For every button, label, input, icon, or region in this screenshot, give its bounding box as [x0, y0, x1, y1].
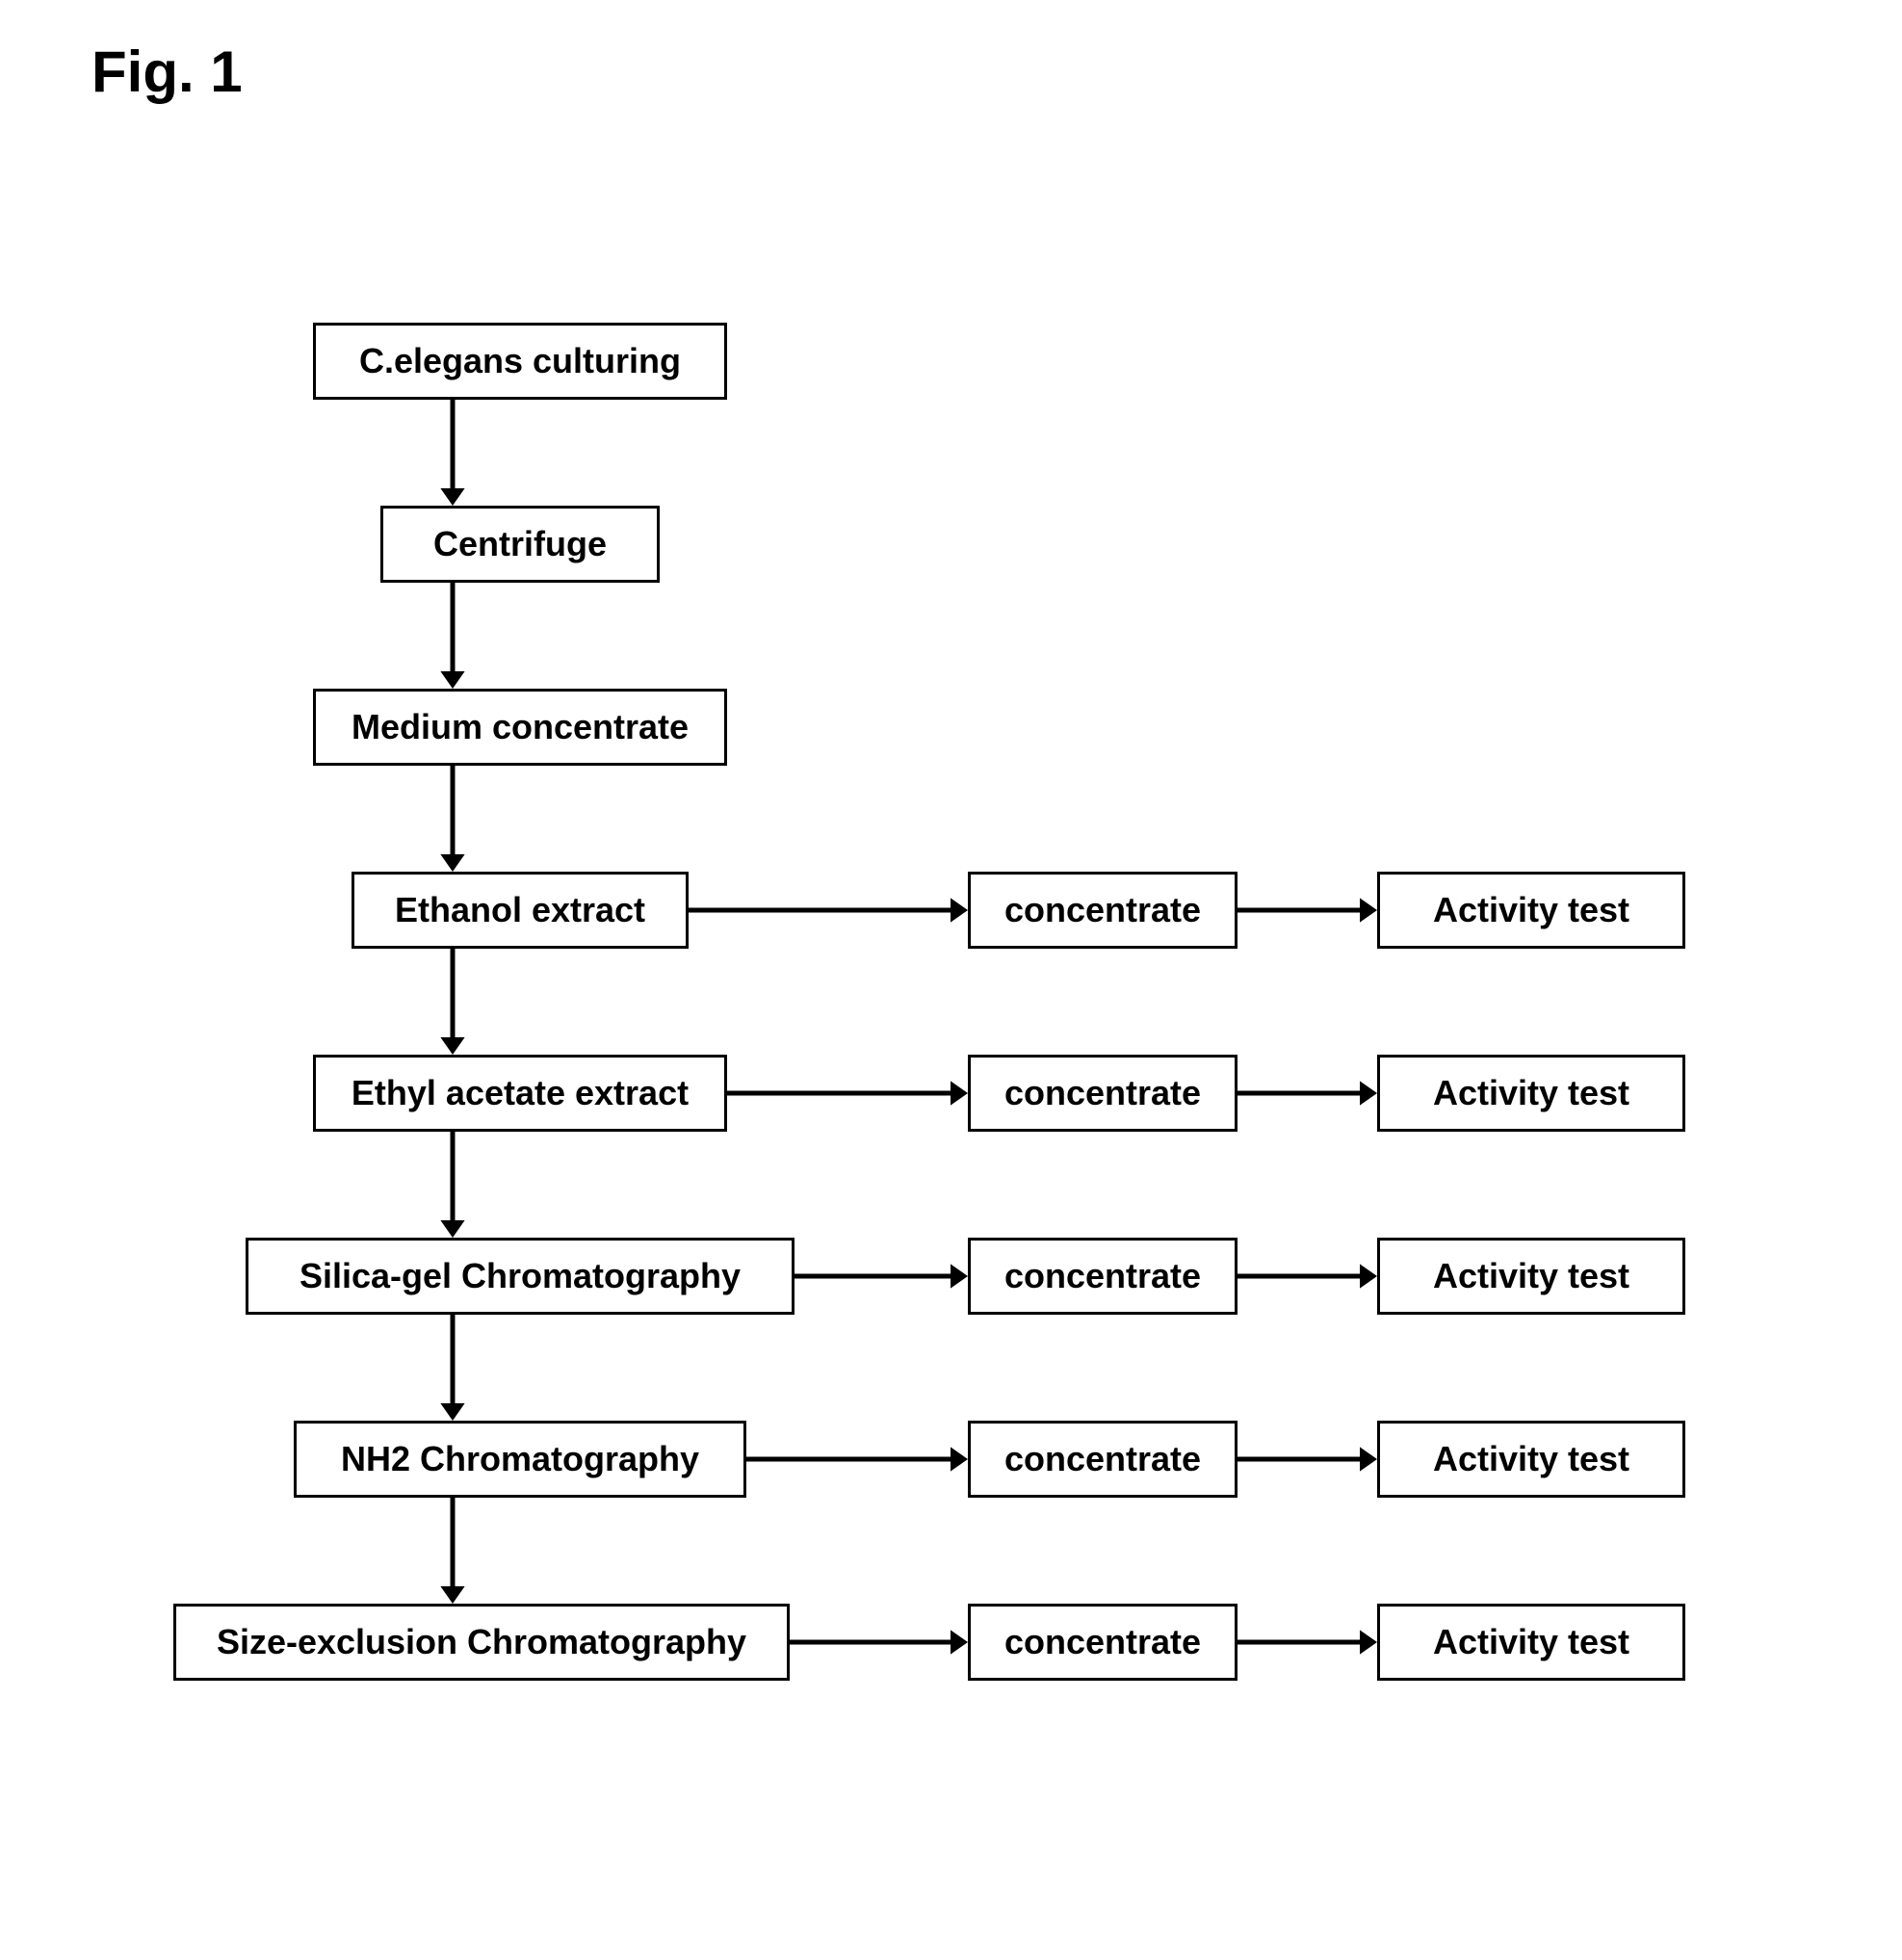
flow-node: C.elegans culturing — [313, 323, 727, 400]
flow-node: Silica-gel Chromatography — [246, 1238, 795, 1315]
flow-arrow — [660, 881, 997, 941]
flow-arrow — [698, 1064, 997, 1124]
flow-node: Activity test — [1377, 1238, 1685, 1315]
flow-node: Ethanol extract — [352, 872, 689, 949]
flow-node: Ethyl acetate extract — [313, 1055, 727, 1132]
flow-node: Centrifuge — [380, 506, 660, 583]
flow-node: concentrate — [968, 1604, 1238, 1681]
flow-node: NH2 Chromatography — [294, 1421, 746, 1498]
flow-arrow — [766, 1247, 997, 1307]
figure-page: Fig. 1 C.elegans culturing Centrifuge Medi… — [0, 0, 1902, 1960]
flow-node: concentrate — [968, 872, 1238, 949]
flow-arrow — [761, 1613, 997, 1673]
flow-node: Activity test — [1377, 872, 1685, 949]
flow-node: Size-exclusion Chromatography — [173, 1604, 790, 1681]
figure-label: Fig. 1 — [91, 39, 243, 105]
flow-node: concentrate — [968, 1055, 1238, 1132]
flow-node: Medium concentrate — [313, 689, 727, 766]
flow-node: concentrate — [968, 1421, 1238, 1498]
flow-arrow — [717, 1430, 997, 1490]
flow-node: Activity test — [1377, 1604, 1685, 1681]
flow-node: concentrate — [968, 1238, 1238, 1315]
flow-node: Activity test — [1377, 1421, 1685, 1498]
flow-node: Activity test — [1377, 1055, 1685, 1132]
